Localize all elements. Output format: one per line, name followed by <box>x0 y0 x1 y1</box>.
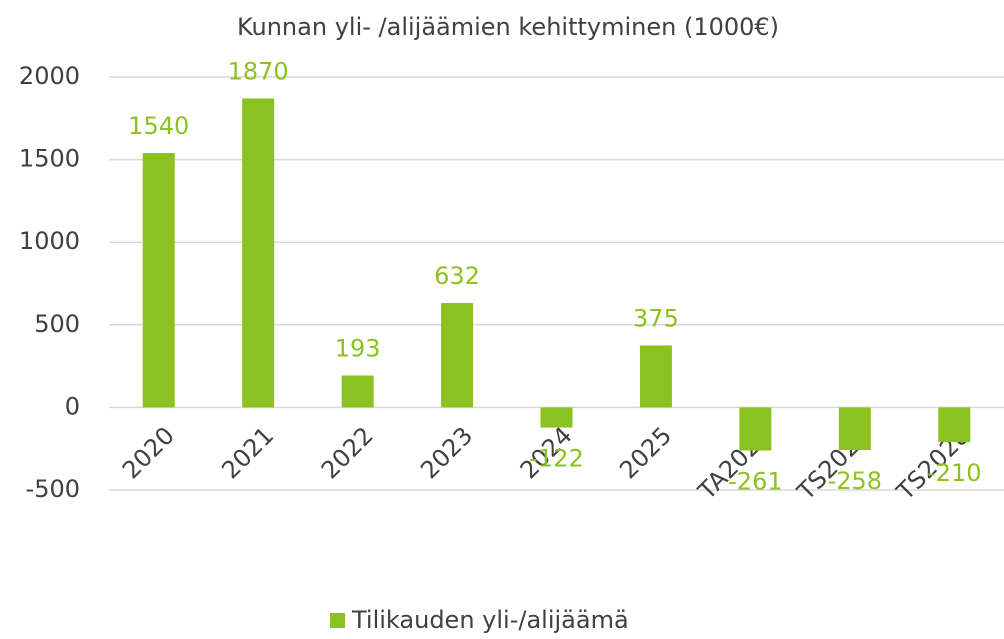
bar <box>739 407 772 451</box>
bar <box>540 407 573 428</box>
bar <box>639 345 672 408</box>
data-label: 1540 <box>128 112 189 140</box>
data-label: 193 <box>335 335 381 363</box>
y-tick-label: 2000 <box>19 62 80 90</box>
data-label: -258 <box>828 467 882 495</box>
x-tick-label: 2021 <box>216 421 279 484</box>
x-tick-label: 2023 <box>415 421 478 484</box>
y-tick-label: 0 <box>65 392 80 420</box>
bar <box>341 375 374 408</box>
data-label: 1870 <box>228 57 289 85</box>
y-tick-label: 500 <box>34 310 80 338</box>
y-tick-label: 1500 <box>19 145 80 173</box>
legend-swatch <box>330 613 345 628</box>
x-tick-label: 2022 <box>316 421 379 484</box>
data-label: 632 <box>434 262 480 290</box>
x-tick-label: 2025 <box>614 421 677 484</box>
data-label: -261 <box>728 468 782 496</box>
y-tick-label: -500 <box>26 475 80 503</box>
bar <box>838 407 871 451</box>
y-tick-label: 1000 <box>19 227 80 255</box>
bar <box>242 98 275 408</box>
bar <box>142 152 175 408</box>
legend-label: Tilikauden yli-/alijäämä <box>351 606 629 634</box>
chart-title: Kunnan yli- /alijäämien kehittyminen (10… <box>237 13 779 41</box>
data-label: -122 <box>529 445 583 473</box>
bar <box>441 302 474 408</box>
data-label: 375 <box>633 304 679 332</box>
data-label: -210 <box>927 459 981 487</box>
x-tick-label: 2020 <box>117 421 180 484</box>
bar <box>938 407 971 443</box>
